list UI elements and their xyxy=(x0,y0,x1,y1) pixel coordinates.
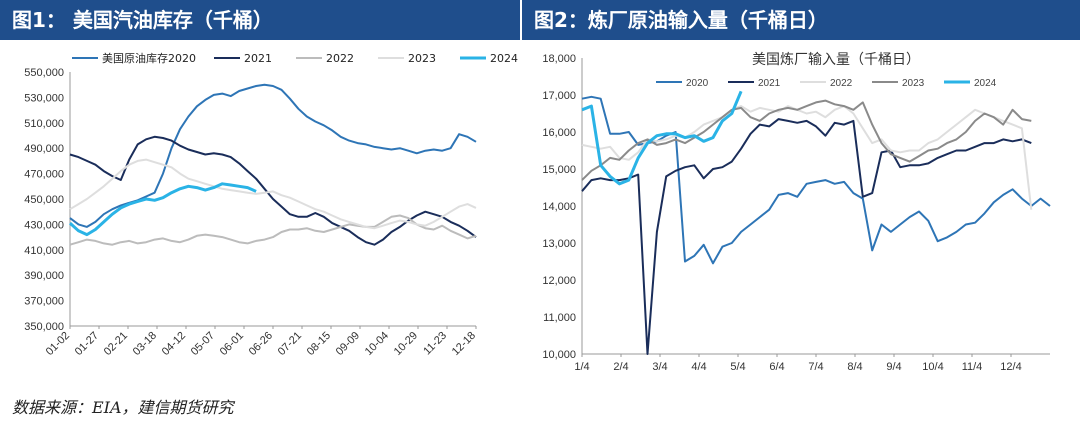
x-tick-label: 01-02 xyxy=(44,330,72,358)
y-tick-label: 14,000 xyxy=(542,201,576,213)
x-tick-label: 12/4 xyxy=(1000,361,1021,373)
x-tick-label: 05-07 xyxy=(189,330,217,358)
y-tick-label: 12,000 xyxy=(542,275,576,287)
x-tick-label: 12-18 xyxy=(450,330,478,358)
chart-header: 图1： 美国汽油库存（千桶） xyxy=(0,0,520,40)
x-tick-label: 08-15 xyxy=(305,330,333,358)
y-tick-label: 490,000 xyxy=(24,143,64,155)
y-tick-label: 11,000 xyxy=(543,312,576,324)
y-tick-label: 16,000 xyxy=(542,127,576,139)
x-tick-label: 10-04 xyxy=(363,330,391,358)
legend-label-0: 美国原油库存2020 xyxy=(102,51,196,65)
refinery-input-chart: 10,000 11,000 12,000 13,000 14,000 15,000 16,0… xyxy=(542,52,1051,373)
chart-title: 美国炼厂输入量（千桶日） xyxy=(752,52,920,68)
y-tick-label: 430,000 xyxy=(24,219,64,231)
series-line-0 xyxy=(581,95,1051,265)
legend-label-0: 2020 xyxy=(686,78,709,89)
legend-label-4: 2024 xyxy=(974,78,997,89)
x-tick-label: 10-29 xyxy=(392,330,420,358)
y-tick-label: 350,000 xyxy=(24,321,64,333)
x-tick-label: 06-01 xyxy=(218,330,246,358)
x-tick-label: 03-18 xyxy=(131,330,159,358)
x-tick-label: 07-21 xyxy=(276,330,304,358)
y-tick-label: 510,000 xyxy=(24,118,64,130)
y-tick-label: 370,000 xyxy=(24,296,64,308)
legend-label-4: 2024 xyxy=(490,52,518,65)
y-tick-label: 450,000 xyxy=(24,194,64,206)
series-line-3 xyxy=(581,99,1032,181)
series-line-2 xyxy=(581,105,1033,210)
y-tick-label: 18,000 xyxy=(542,53,576,65)
y-tick-label: 530,000 xyxy=(24,92,64,104)
x-tick-label: 7/4 xyxy=(808,361,823,373)
x-tick-label: 4/4 xyxy=(691,361,706,373)
x-tick-label: 01-27 xyxy=(73,330,101,358)
series-line-3 xyxy=(69,158,477,230)
y-tick-label: 10,000 xyxy=(542,349,576,361)
legend-label-2: 2022 xyxy=(326,52,354,65)
y-tick-label: 410,000 xyxy=(24,245,64,257)
series-line-1 xyxy=(581,118,1032,355)
x-tick-label: 3/4 xyxy=(652,361,667,373)
x-tick-label: 02-21 xyxy=(102,330,130,358)
y-tick-label: 390,000 xyxy=(24,270,64,282)
x-tick-label: 10/4 xyxy=(922,361,943,373)
y-tick-label: 17,000 xyxy=(542,90,576,102)
y-tick-label: 470,000 xyxy=(24,169,64,181)
chart-header: 图2：炼厂原油输入量（千桶日） xyxy=(522,0,1080,40)
y-tick-label: 13,000 xyxy=(542,238,576,250)
x-tick-label: 8/4 xyxy=(847,361,862,373)
legend-label-3: 2023 xyxy=(408,52,436,65)
series-line-2 xyxy=(69,214,477,246)
legend-label-3: 2023 xyxy=(902,78,925,89)
x-tick-label: 04-12 xyxy=(160,330,188,358)
x-tick-label: 2/4 xyxy=(613,361,628,373)
chart-panel-gasoline: 图1： 美国汽油库存（千桶） 350,000 370,000 390,000 410,… xyxy=(0,0,520,386)
x-tick-label: 06-26 xyxy=(247,330,275,358)
series-line-1 xyxy=(69,135,477,246)
y-tick-label: 550,000 xyxy=(24,67,64,79)
series-line-4 xyxy=(581,90,743,186)
x-tick-label: 6/4 xyxy=(769,361,784,373)
source-note: 数据来源：EIA，建信期货研究 xyxy=(12,398,234,417)
x-tick-label: 11/4 xyxy=(962,361,983,373)
legend-label-2: 2022 xyxy=(830,78,853,89)
series-line-4 xyxy=(68,182,257,237)
y-tick-label: 15,000 xyxy=(542,164,576,176)
legend-label-1: 2021 xyxy=(758,78,781,89)
x-tick-label: 11-23 xyxy=(421,330,449,358)
x-tick-label: 1/4 xyxy=(574,361,589,373)
x-tick-label: 9/4 xyxy=(886,361,901,373)
x-tick-label: 5/4 xyxy=(730,361,745,373)
x-tick-label: 09-09 xyxy=(334,330,362,358)
legend-label-1: 2021 xyxy=(244,52,272,65)
chart-panel-refinery: 图2：炼厂原油输入量（千桶日） 10,000 11,000 12,000 13,000… xyxy=(522,0,1080,386)
gasoline-stock-chart: 350,000 370,000 390,000 410,000 430,000 450,0… xyxy=(24,51,518,358)
